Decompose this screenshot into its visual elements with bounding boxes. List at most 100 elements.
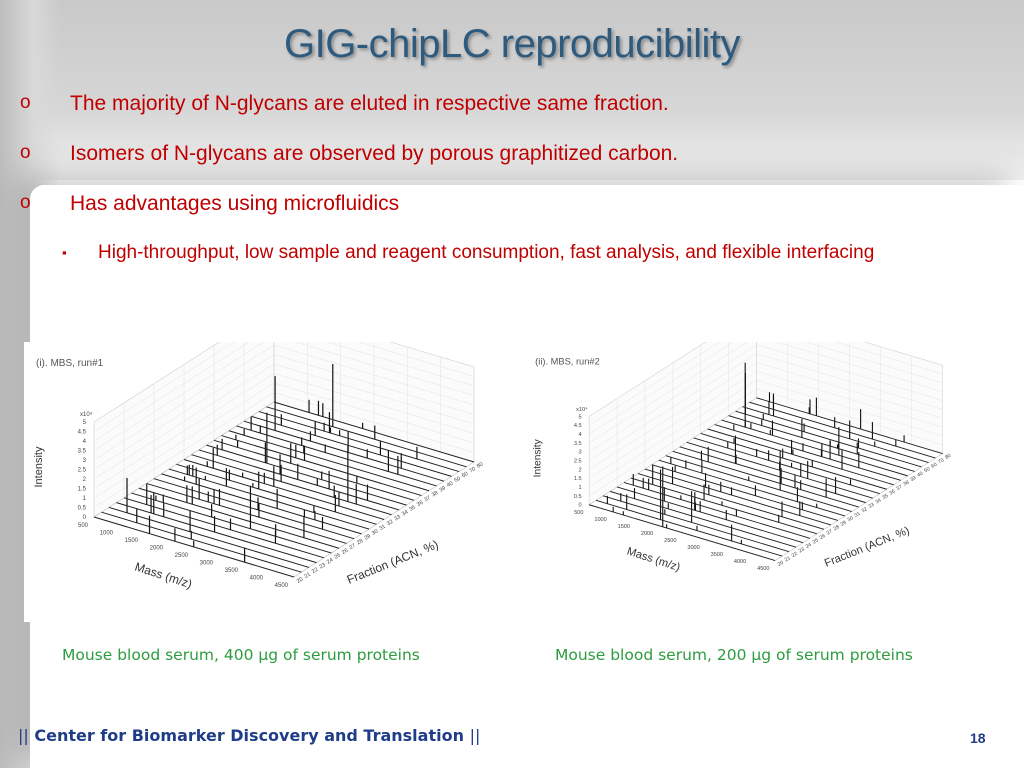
z-tick-label: 4.5 (78, 430, 87, 436)
x-tick-label: 20 (777, 560, 785, 568)
trace-line (243, 420, 445, 482)
z-axis-label: Intensity (33, 446, 45, 487)
x-tick-label: 40 (916, 471, 924, 479)
trace-line (108, 506, 310, 568)
z-tick-label: 3 (579, 450, 582, 456)
x-tick-label: 25 (334, 553, 342, 561)
y-tick-label: 1500 (618, 524, 630, 530)
x-tick-label: 26 (819, 533, 827, 541)
z-tick-label: 0 (579, 503, 582, 509)
trace-line (686, 441, 873, 499)
x-tick-label: 37 (895, 484, 903, 492)
z-tick-label: 0 (83, 515, 87, 521)
z-scale-label: x10⁴ (576, 406, 588, 413)
z-tick-label: 0.5 (78, 506, 87, 512)
sub-bullet-text: High-throughput, low sample and reagent … (98, 242, 875, 263)
trace-line (679, 446, 866, 504)
x-tick-label: 32 (861, 506, 869, 514)
x-tick-label: 38 (902, 480, 910, 488)
trace-line (714, 424, 901, 481)
x-tick-label: 31 (379, 524, 387, 532)
x-tick-label: 22 (791, 551, 799, 559)
x-tick-label: 23 (798, 546, 806, 554)
trace-line (665, 455, 852, 512)
trace-line (116, 502, 317, 564)
z-tick-label: 3 (83, 458, 87, 464)
plots-svg: 00.511.522.533.544.55x10⁴Intensity500100… (33, 306, 952, 592)
x-tick-label: 37 (424, 495, 432, 503)
x-tick-label: 25 (812, 537, 820, 545)
y-axis-label: Mass (m/z) (133, 560, 194, 592)
y-tick-label: 500 (78, 523, 89, 529)
z-tick-label: 2.5 (574, 458, 582, 464)
y-tick-label: 2500 (175, 553, 189, 559)
background-top (0, 0, 1024, 180)
bullet-marker: o (20, 92, 31, 113)
z-axis-label: Intensity (533, 438, 544, 477)
footer-bar-left: || (18, 726, 29, 745)
trace-line (198, 449, 400, 511)
x-tick-label: 21 (784, 555, 792, 563)
trace-line (101, 511, 302, 573)
bullet-marker: o (20, 192, 31, 213)
z-tick-label: 1.5 (574, 476, 582, 482)
z-tick-label: 4 (83, 439, 87, 445)
x-tick-label: 36 (416, 500, 424, 508)
x-tick-label: 29 (840, 520, 848, 528)
z-tick-label: 0.5 (574, 494, 582, 500)
trace-line (721, 419, 908, 477)
trace-line (93, 516, 295, 578)
x-tick-label: 30 (847, 515, 855, 523)
y-tick-label: 3500 (225, 568, 239, 574)
x-tick-label: 27 (349, 543, 357, 551)
x-tick-label: 39 (439, 485, 447, 493)
x-tick-label: 70 (937, 457, 945, 465)
footer-text: Center for Biomarker Discovery and Trans… (34, 726, 464, 745)
x-tick-label: 50 (923, 466, 931, 474)
x-tick-label: 24 (326, 557, 334, 565)
trace-line (728, 415, 915, 472)
x-tick-label: 60 (930, 462, 938, 470)
y-tick-label: 500 (574, 510, 583, 516)
x-tick-label: 60 (461, 471, 469, 479)
trace-line (168, 468, 370, 530)
page-number: 18 (970, 730, 986, 746)
z-scale-label: x10⁴ (80, 411, 93, 418)
x-tick-label: 21 (304, 572, 312, 580)
x-tick-label: 70 (469, 466, 477, 474)
figure-panel: 0 0.5 1 1.5 2 2.5 3 3.5 4 4.5 5 x10⁴ Intensity 500 100… (24, 306, 994, 622)
trace-line (623, 482, 811, 539)
x-tick-label: 80 (944, 453, 952, 461)
bullet-text: The majority of N-glycans are eluted in … (70, 92, 669, 115)
y-tick-label: 1000 (100, 531, 114, 537)
trace-line (651, 464, 839, 521)
x-tick-label: 24 (805, 542, 813, 550)
z-tick-label: 1 (579, 485, 582, 491)
trace-line (266, 406, 467, 468)
x-tick-label: 34 (401, 509, 409, 517)
trace-line (658, 459, 845, 517)
trace-line (161, 473, 362, 535)
trace-line (609, 490, 797, 548)
trace-line (258, 411, 460, 473)
y-tick-label: 3000 (687, 545, 699, 551)
y-tick-label: 3500 (711, 552, 723, 558)
x-tick-label: 23 (319, 562, 327, 570)
trace-line (749, 401, 936, 459)
trace-line (672, 450, 859, 508)
x-tick-label: 28 (356, 538, 364, 546)
trace-line (700, 433, 887, 490)
x-tick-label: 34 (874, 497, 882, 505)
trace-line (735, 410, 922, 468)
trace-line (228, 430, 430, 492)
z-tick-label: 4 (579, 432, 582, 438)
trace-line (616, 486, 804, 544)
x-tick-label: 26 (341, 548, 349, 556)
y-tick-label: 4000 (734, 559, 746, 565)
trace-line (153, 478, 355, 540)
trace-line (602, 495, 790, 553)
x-tick-label: 20 (296, 576, 304, 584)
trace-line (707, 428, 894, 486)
plot-label: (ii). MBS, run#2 (535, 356, 600, 366)
